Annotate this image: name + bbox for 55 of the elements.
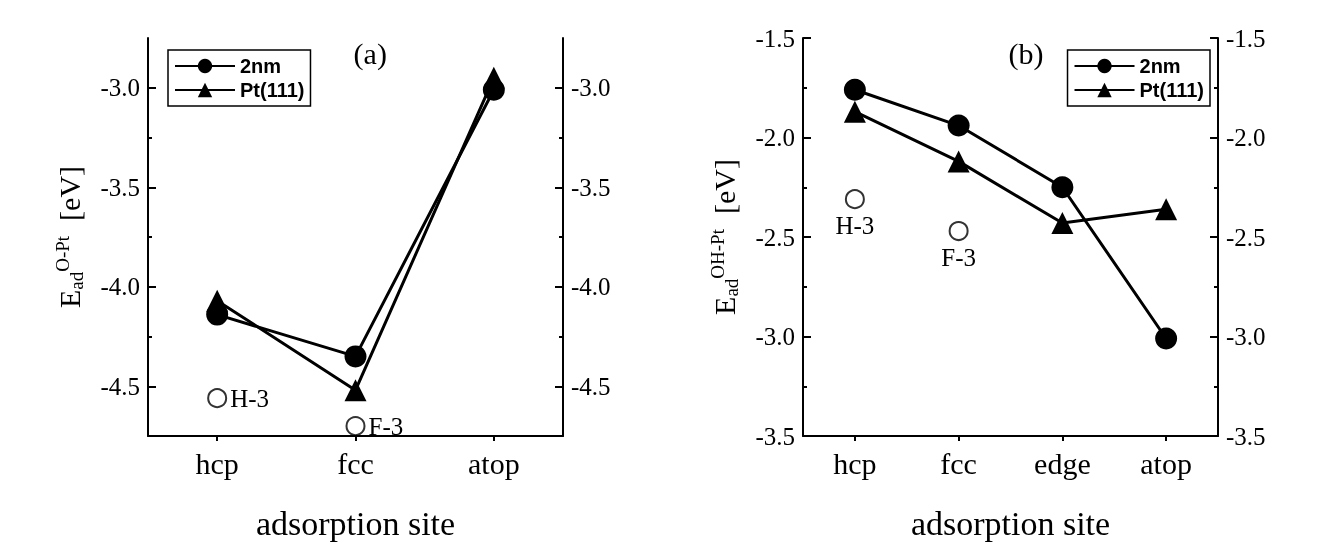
annotation: H-3 bbox=[835, 212, 875, 240]
y-tick-label: -4.5 bbox=[100, 372, 140, 400]
y-tick-label: -1.5 bbox=[755, 24, 795, 52]
y-tick-label: -3.5 bbox=[755, 422, 795, 450]
x-tick-label: edge bbox=[1034, 446, 1091, 480]
annotation: F-3 bbox=[368, 412, 404, 440]
legend-label: 2nm bbox=[1139, 55, 1181, 77]
point bbox=[1051, 212, 1074, 235]
y-axis-title: EadO-Pt [eV] bbox=[52, 165, 87, 309]
y-tick-label: -2.5 bbox=[755, 223, 795, 251]
x-tick-label: atop bbox=[1140, 446, 1192, 480]
point bbox=[843, 78, 866, 101]
y2-tick-label: -3.0 bbox=[571, 74, 611, 102]
y-tick-label: -3.5 bbox=[100, 173, 140, 201]
annotation: F-3 bbox=[941, 244, 976, 272]
x-tick-label: atop bbox=[468, 446, 520, 480]
x-tick-label: fcc bbox=[940, 446, 977, 480]
point bbox=[207, 388, 228, 409]
x-axis-title: adsorption site bbox=[910, 504, 1111, 542]
y-axis-title: EadOH-Pt [eV] bbox=[707, 159, 742, 315]
point bbox=[948, 221, 969, 242]
y-tick-label: -2.0 bbox=[755, 124, 795, 151]
y-tick-label: -3.0 bbox=[755, 323, 795, 350]
point bbox=[1155, 198, 1178, 221]
y-tick-label: -3.0 bbox=[100, 74, 140, 102]
y2-tick-label: -3.0 bbox=[1226, 323, 1266, 350]
annotation: H-3 bbox=[230, 384, 270, 412]
x-tick-label: fcc bbox=[337, 446, 374, 480]
y2-tick-label: -3.5 bbox=[571, 173, 611, 201]
y2-tick-label: -1.5 bbox=[1226, 24, 1266, 52]
y2-tick-label: -4.5 bbox=[571, 372, 611, 400]
chart-title: (b) bbox=[1008, 36, 1044, 71]
legend-label: Pt(111) bbox=[240, 79, 305, 101]
x-tick-label: hcp bbox=[195, 446, 239, 480]
legend-label: Pt(111) bbox=[1139, 79, 1204, 101]
chart-title: (a) bbox=[353, 36, 387, 71]
point bbox=[947, 114, 970, 137]
y2-tick-label: -3.5 bbox=[1226, 422, 1266, 450]
point bbox=[344, 345, 367, 368]
x-axis-title: adsorption site bbox=[255, 504, 456, 542]
point bbox=[1051, 176, 1074, 199]
y2-tick-label: -2.5 bbox=[1226, 223, 1266, 251]
point bbox=[947, 150, 970, 173]
point bbox=[844, 189, 865, 210]
point bbox=[1155, 327, 1178, 350]
point bbox=[345, 416, 366, 437]
point bbox=[206, 289, 229, 312]
legend-label: 2nm bbox=[240, 55, 282, 77]
point bbox=[344, 379, 367, 402]
x-tick-label: hcp bbox=[833, 446, 877, 480]
point bbox=[843, 100, 866, 123]
y-tick-label: -4.0 bbox=[100, 273, 140, 301]
y2-tick-label: -4.0 bbox=[571, 273, 611, 301]
y2-tick-label: -2.0 bbox=[1226, 124, 1266, 151]
point bbox=[482, 66, 505, 89]
